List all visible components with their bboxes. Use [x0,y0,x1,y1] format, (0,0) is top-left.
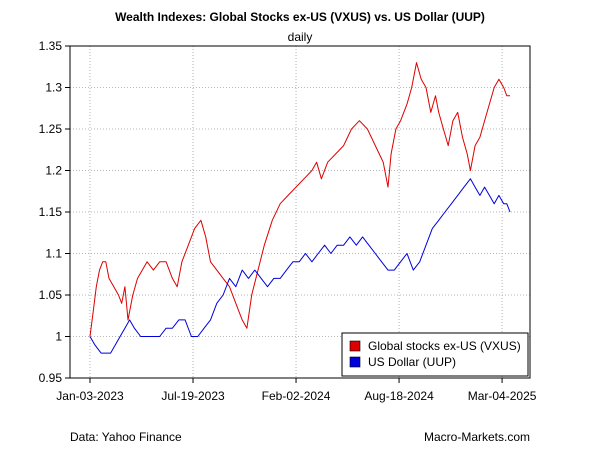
legend-swatch-uup [349,356,361,368]
legend-label-uup: US Dollar (UUP) [368,355,456,369]
chart-subtitle: daily [288,30,313,44]
y-tick-label: 1.3 [45,81,62,95]
grid [70,46,530,378]
x-tick-label: Feb-02-2024 [262,389,331,403]
x-tick-label: Jul-19-2023 [161,389,225,403]
chart-title: Wealth Indexes: Global Stocks ex-US (VXU… [115,10,485,24]
y-tick-label: 1 [55,330,62,344]
y-tick-label: 1.35 [39,39,63,53]
legend-box [341,332,529,377]
x-tick-label: Aug-18-2024 [364,389,434,403]
legend-swatch-vxus [349,340,361,352]
y-tick-label: 1.1 [45,247,62,261]
x-tick-label: Mar-04-2025 [468,389,537,403]
y-tick-label: 0.95 [39,371,63,385]
data-source-note: Data: Yahoo Finance [70,430,182,444]
series-line-vxus [89,62,510,337]
y-tick-label: 1.25 [39,122,63,136]
y-tick-label: 1.15 [39,205,63,219]
y-tick-label: 1.05 [39,288,63,302]
legend-label-vxus: Global stocks ex-US (VXUS) [368,339,521,353]
x-tick-label: Jan-03-2023 [56,389,124,403]
axes: 0.95 1 1.05 1.1 1.15 1.2 1.25 1.3 1.35 Jan-03-202… [39,39,537,403]
website-credit: Macro-Markets.com [424,430,531,444]
series-lines [89,62,511,354]
series-line-uup [89,178,511,354]
legend: Global stocks ex-US (VXUS) US Dollar (UU… [341,332,529,377]
y-tick-label: 1.2 [45,164,62,178]
